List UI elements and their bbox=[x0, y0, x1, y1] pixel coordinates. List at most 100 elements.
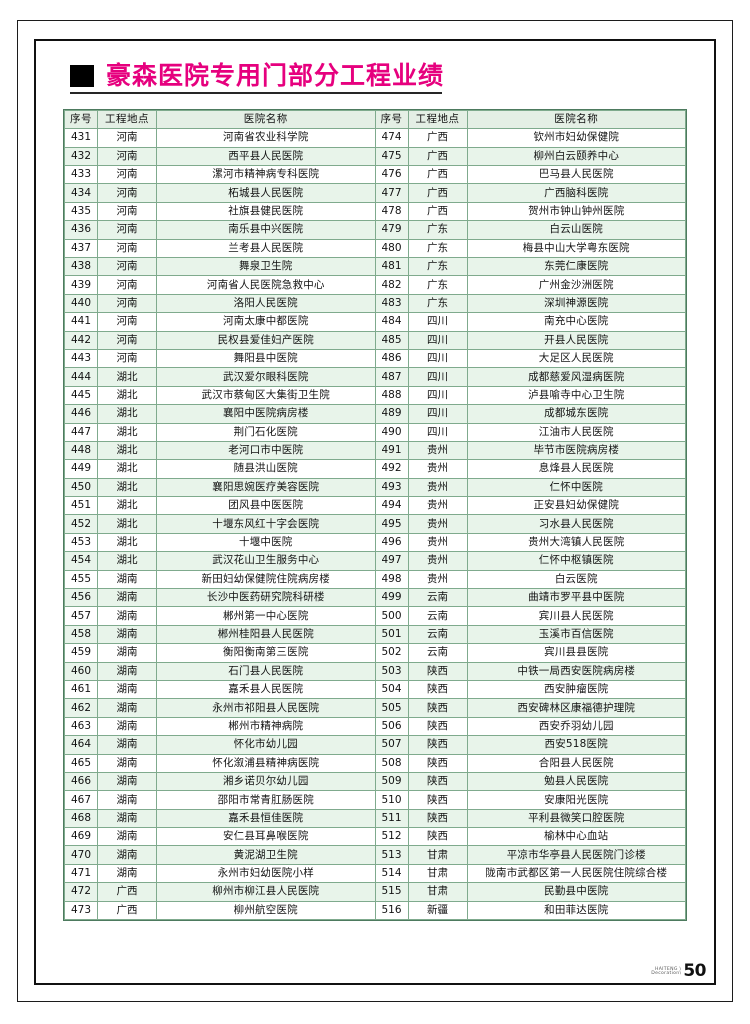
cell-right-name: 西安518医院 bbox=[466, 735, 686, 755]
cell-left-num: 468 bbox=[64, 808, 98, 829]
table-row: 468 湖南 嘉禾县恒佳医院 511 陕西 平利县微笑口腔医院 bbox=[64, 808, 686, 829]
cell-left-location: 广西 bbox=[97, 900, 157, 921]
cell-left-num: 467 bbox=[64, 790, 98, 810]
cell-right-name: 贵州大湾镇人民医院 bbox=[466, 532, 686, 553]
cell-left-num: 446 bbox=[64, 404, 98, 424]
cell-left-name: 郴州桂阳县人民医院 bbox=[156, 624, 376, 645]
cell-left-name: 荆门石化医院 bbox=[156, 422, 376, 442]
table-row: 461 湖南 嘉禾县人民医院 504 陕西 西安肿瘤医院 bbox=[64, 679, 686, 700]
cell-right-location: 贵州 bbox=[407, 569, 468, 590]
cell-right-name: 大足区人民医院 bbox=[466, 348, 686, 369]
cell-right-location: 陕西 bbox=[407, 753, 468, 773]
cell-left-num: 472 bbox=[64, 882, 98, 902]
cell-right-name: 中铁一局西安医院病房楼 bbox=[466, 661, 686, 681]
cell-left-name: 漯河市精神病专科医院 bbox=[156, 165, 376, 185]
table-row: 441 河南 河南太康中都医院 484 四川 南充中心医院 bbox=[64, 312, 686, 332]
col-header-name-right: 医院名称 bbox=[466, 110, 686, 130]
cell-left-name: 嘉禾县恒佳医院 bbox=[156, 808, 376, 829]
cell-right-num: 479 bbox=[374, 220, 409, 240]
cell-right-location: 广东 bbox=[407, 238, 468, 258]
cell-right-name: 白云山医院 bbox=[466, 220, 686, 240]
table-row: 443 河南 舞阳县中医院 486 四川 大足区人民医院 bbox=[64, 348, 686, 369]
cell-right-location: 广东 bbox=[407, 256, 468, 277]
cell-left-num: 447 bbox=[64, 422, 98, 442]
table-row: 463 湖南 郴州市精神病院 506 陕西 西安乔羽幼儿园 bbox=[64, 716, 686, 737]
cell-left-location: 湖南 bbox=[97, 569, 157, 590]
cell-left-location: 河南 bbox=[97, 183, 157, 203]
cell-right-name: 广西脑科医院 bbox=[466, 183, 686, 203]
cell-right-num: 496 bbox=[374, 532, 409, 553]
cell-right-num: 510 bbox=[374, 790, 409, 810]
cell-right-num: 489 bbox=[374, 404, 409, 424]
cell-left-location: 广西 bbox=[97, 882, 157, 902]
cell-left-num: 444 bbox=[64, 367, 98, 387]
cell-left-num: 443 bbox=[64, 348, 98, 369]
cell-left-num: 471 bbox=[64, 863, 98, 884]
cell-left-num: 445 bbox=[64, 385, 98, 406]
cell-right-name: 榆林中心血站 bbox=[466, 827, 686, 847]
cell-right-name: 勉县人民医院 bbox=[466, 771, 686, 792]
cell-left-num: 470 bbox=[64, 845, 98, 865]
cell-right-location: 四川 bbox=[407, 404, 468, 424]
cell-right-num: 483 bbox=[374, 293, 409, 314]
cell-left-location: 湖南 bbox=[97, 790, 157, 810]
cell-right-num: 485 bbox=[374, 330, 409, 350]
cell-left-name: 十堰东风红十字会医院 bbox=[156, 514, 376, 534]
cell-right-location: 四川 bbox=[407, 330, 468, 350]
page-frame-outer: 豪森医院专用门部分工程业绩 序号 工程地点 医院名称 序号 工程地点 医院名称 bbox=[17, 20, 733, 1002]
cell-right-name: 宾川县人民医院 bbox=[466, 606, 686, 626]
cell-right-location: 四川 bbox=[407, 367, 468, 387]
cell-left-location: 湖北 bbox=[97, 532, 157, 553]
cell-right-location: 贵州 bbox=[407, 440, 468, 461]
cell-right-location: 广东 bbox=[407, 293, 468, 314]
cell-right-name: 梅县中山大学粤东医院 bbox=[466, 238, 686, 258]
cell-right-name: 毕节市医院病房楼 bbox=[466, 440, 686, 461]
cell-right-num: 507 bbox=[374, 735, 409, 755]
cell-right-name: 成都慈爱风湿病医院 bbox=[466, 367, 686, 387]
cell-right-num: 502 bbox=[374, 643, 409, 663]
table-row: 440 河南 洛阳人民医院 483 广东 深圳神源医院 bbox=[64, 293, 686, 314]
cell-left-name: 南乐县中兴医院 bbox=[156, 220, 376, 240]
table-row: 454 湖北 武汉花山卫生服务中心 497 贵州 仁怀中枢镇医院 bbox=[64, 551, 686, 571]
cell-left-num: 455 bbox=[64, 569, 98, 590]
cell-left-location: 河南 bbox=[97, 293, 157, 314]
cell-left-location: 河南 bbox=[97, 238, 157, 258]
cell-right-name: 仁怀中枢镇医院 bbox=[466, 551, 686, 571]
cell-left-name: 团风县中医医院 bbox=[156, 496, 376, 516]
cell-right-num: 513 bbox=[374, 845, 409, 865]
cell-left-name: 长沙中医药研究院科研楼 bbox=[156, 588, 376, 608]
cell-right-name: 合阳县人民医院 bbox=[466, 753, 686, 773]
cell-right-num: 476 bbox=[374, 165, 409, 185]
cell-right-num: 480 bbox=[374, 238, 409, 258]
cell-left-name: 河南省人民医院急救中心 bbox=[156, 275, 376, 295]
col-header-num-right: 序号 bbox=[374, 110, 409, 130]
cell-right-location: 贵州 bbox=[407, 532, 468, 553]
cell-left-location: 湖南 bbox=[97, 606, 157, 626]
cell-left-num: 433 bbox=[64, 165, 98, 185]
table-row: 471 湖南 永州市妇幼医院小样 514 甘肃 陇南市武都区第一人民医院住院综合楼 bbox=[64, 863, 686, 884]
cell-right-num: 493 bbox=[374, 477, 409, 498]
cell-left-name: 郴州第一中心医院 bbox=[156, 606, 376, 626]
col-header-name-left: 医院名称 bbox=[156, 110, 376, 130]
cell-left-name: 十堰中医院 bbox=[156, 532, 376, 553]
cell-right-location: 云南 bbox=[407, 624, 468, 645]
cell-right-num: 506 bbox=[374, 716, 409, 737]
cell-left-name: 社旗县健民医院 bbox=[156, 201, 376, 222]
cell-right-location: 广西 bbox=[407, 183, 468, 203]
cell-right-location: 陕西 bbox=[407, 679, 468, 700]
table-row: 447 湖北 荆门石化医院 490 四川 江油市人民医院 bbox=[64, 422, 686, 442]
cell-right-num: 477 bbox=[374, 183, 409, 203]
cell-left-name: 兰考县人民医院 bbox=[156, 238, 376, 258]
performance-table: 序号 工程地点 医院名称 序号 工程地点 医院名称 431 河南 河南省农业科学院 4… bbox=[63, 109, 687, 922]
cell-right-location: 贵州 bbox=[407, 496, 468, 516]
cell-left-num: 435 bbox=[64, 201, 98, 222]
cell-left-num: 463 bbox=[64, 716, 98, 737]
cell-left-name: 襄阳思婉医疗美容医院 bbox=[156, 477, 376, 498]
table-row: 449 湖北 随县洪山医院 492 贵州 息烽县人民医院 bbox=[64, 459, 686, 479]
cell-left-num: 438 bbox=[64, 256, 98, 277]
cell-left-num: 461 bbox=[64, 679, 98, 700]
cell-left-num: 442 bbox=[64, 330, 98, 350]
table-row: 459 湖南 衡阳衡南第三医院 502 云南 宾川县县医院 bbox=[64, 643, 686, 663]
cell-right-name: 曲靖市罗平县中医院 bbox=[466, 588, 686, 608]
